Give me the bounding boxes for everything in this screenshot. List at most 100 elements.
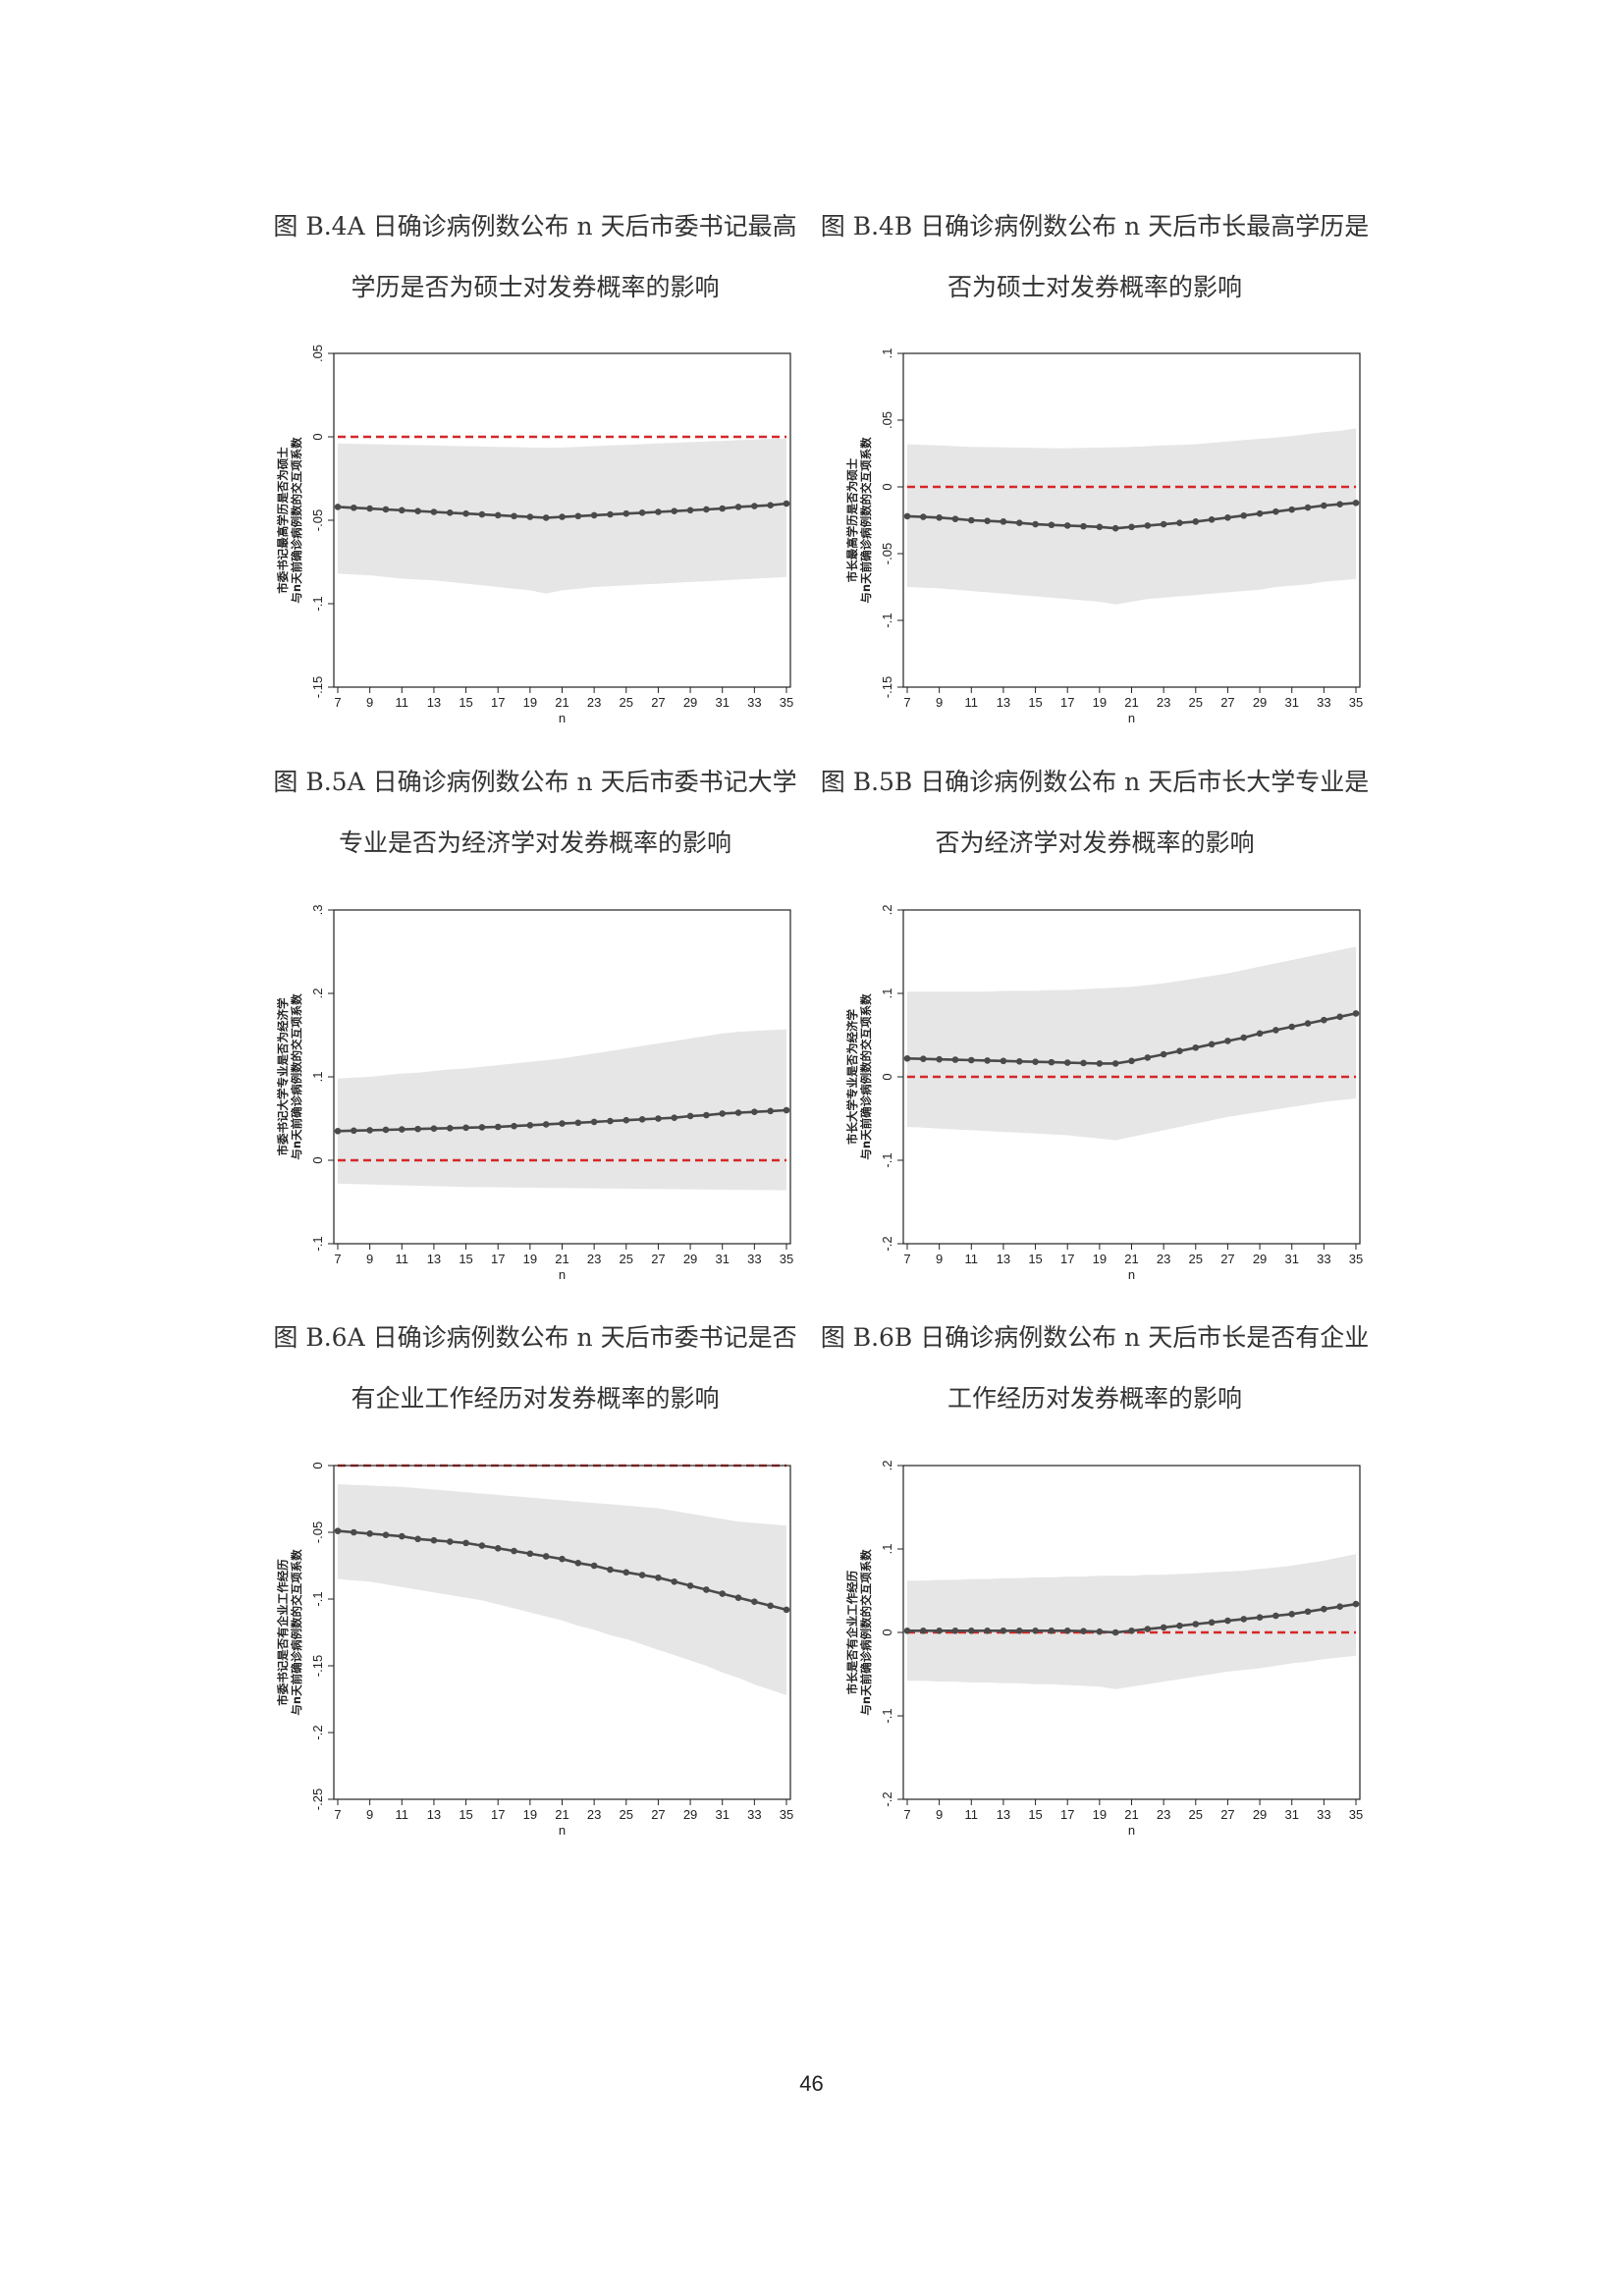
data-point	[1336, 501, 1343, 507]
y-axis-label-line-1: 市委书记最高学历是否为硕士	[276, 447, 290, 594]
x-tick-label: 33	[747, 1807, 761, 1822]
y-tick-label: -.2	[310, 1725, 325, 1739]
x-tick-label: 27	[1220, 1807, 1234, 1822]
x-tick-label: 33	[747, 1252, 761, 1266]
data-point	[686, 1582, 694, 1589]
data-point	[686, 507, 694, 514]
data-point	[590, 511, 598, 519]
y-axis-label-line-2: 与n天前确诊病例数的交互项系数	[290, 1549, 303, 1716]
x-tick-label: 17	[491, 695, 505, 710]
data-point	[446, 509, 454, 516]
x-tick-label: 27	[1220, 695, 1234, 710]
data-point	[526, 513, 534, 520]
data-point	[767, 502, 774, 508]
data-point	[751, 1108, 758, 1115]
x-tick-label: 33	[1317, 1807, 1330, 1822]
data-point	[1336, 1013, 1343, 1021]
y-tick-label: 0	[310, 433, 325, 440]
data-point	[366, 1127, 373, 1134]
data-point	[430, 1536, 438, 1544]
data-point	[1288, 506, 1296, 513]
x-tick-label: 35	[780, 1252, 793, 1266]
data-point	[1063, 1628, 1071, 1634]
x-tick-label: 13	[427, 1252, 441, 1266]
data-point	[622, 509, 630, 517]
y-tick-label: .1	[880, 348, 894, 359]
data-point	[574, 1119, 582, 1127]
data-point	[734, 1594, 742, 1601]
x-tick-label: 11	[396, 695, 409, 710]
data-point	[920, 1628, 927, 1634]
data-point	[382, 506, 390, 513]
x-tick-label: 19	[1093, 695, 1107, 710]
y-tick-label: -.1	[310, 596, 325, 611]
x-tick-label: 17	[491, 1252, 505, 1266]
data-point	[382, 1126, 390, 1134]
data-point	[1256, 1614, 1264, 1621]
x-tick-label: 19	[1093, 1252, 1107, 1266]
caption-line-2: 否为经济学对发券概率的影响	[935, 828, 1255, 857]
y-tick-label: -.1	[880, 1152, 894, 1167]
data-point	[1096, 1628, 1104, 1635]
data-point	[719, 505, 727, 512]
data-point	[1192, 518, 1200, 525]
x-tick-label: 15	[459, 695, 472, 710]
data-point	[751, 503, 758, 509]
confidence-band	[907, 946, 1356, 1141]
data-point	[783, 1606, 790, 1614]
data-point	[351, 504, 357, 511]
x-tick-label: 9	[936, 1807, 943, 1822]
x-tick-label: 17	[1060, 695, 1074, 710]
y-axis-label-line-1: 市长大学专业是否为经济学	[845, 1009, 859, 1145]
x-tick-label: 35	[780, 695, 793, 710]
data-point	[478, 1542, 486, 1549]
y-tick-label: .1	[310, 1072, 325, 1083]
x-tick-label: 31	[1284, 695, 1298, 710]
y-tick-label: .2	[880, 905, 894, 916]
data-point	[1352, 1010, 1360, 1017]
data-point	[1015, 1057, 1023, 1065]
data-point	[1321, 502, 1327, 509]
data-point	[430, 1125, 438, 1132]
x-tick-label: 35	[1349, 695, 1363, 710]
data-point	[607, 510, 614, 518]
data-point	[1000, 1057, 1007, 1065]
x-tick-label: 13	[427, 695, 441, 710]
data-point	[1000, 1628, 1007, 1634]
data-point	[494, 511, 502, 519]
data-point	[984, 517, 991, 524]
x-tick-label: 15	[459, 1252, 472, 1266]
x-tick-label: 23	[587, 695, 601, 710]
data-point	[1128, 1057, 1135, 1065]
data-point	[526, 1122, 534, 1129]
x-tick-label: 9	[366, 1807, 373, 1822]
data-point	[1080, 1059, 1087, 1067]
data-point	[903, 512, 911, 520]
x-tick-label: 7	[903, 1807, 910, 1822]
data-point	[703, 506, 710, 513]
caption-line-2: 学历是否为硕士对发券概率的影响	[351, 273, 720, 301]
caption-line-1: 图 B.4B 日确诊病例数公布 n 天后市长最高学历是	[820, 212, 1370, 240]
data-point	[430, 508, 438, 515]
figure-caption: 图 B.5B 日确诊病例数公布 n 天后市长大学专业是 否为经济学对发券概率的影…	[820, 768, 1370, 858]
x-tick-label: 7	[334, 1252, 341, 1266]
data-point	[703, 1586, 710, 1593]
x-tick-label: 25	[620, 695, 633, 710]
x-tick-label: 29	[683, 1252, 697, 1266]
y-tick-label: .05	[880, 411, 894, 429]
x-tick-label: 23	[1157, 695, 1170, 710]
data-point	[1144, 522, 1152, 529]
data-point	[542, 514, 550, 521]
x-axis-label: n	[559, 1267, 566, 1282]
x-tick-label: 25	[1189, 1807, 1203, 1822]
data-point	[1048, 1628, 1055, 1634]
caption-line-1: 图 B.5A 日确诊病例数公布 n 天后市委书记大学	[273, 768, 797, 796]
data-point	[1111, 1060, 1119, 1067]
data-point	[526, 1550, 534, 1558]
y-axis-label-line-1: 市长最高学历是否为硕士	[845, 457, 859, 582]
x-tick-label: 31	[715, 1807, 729, 1822]
y-tick-label: -.2	[880, 1791, 894, 1806]
x-tick-label: 9	[366, 695, 373, 710]
y-tick-label: -.25	[310, 1789, 325, 1810]
y-tick-label: 0	[880, 483, 894, 490]
